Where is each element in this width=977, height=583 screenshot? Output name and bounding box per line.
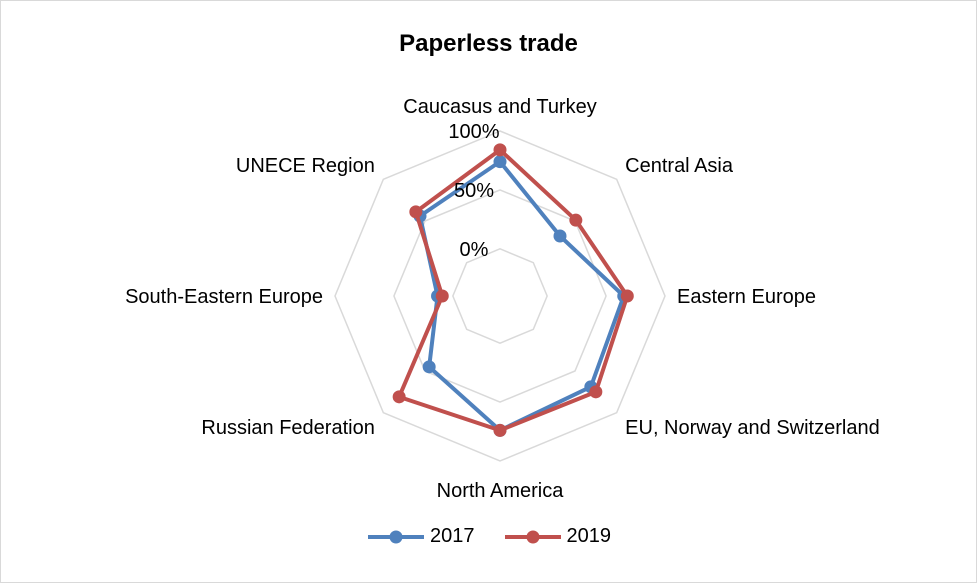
data-point-2019-2	[620, 289, 634, 303]
legend-label-2019: 2019	[566, 525, 612, 547]
tick-label-2: 100%	[448, 121, 499, 143]
data-point-2019-7	[409, 205, 423, 219]
data-point-2019-3	[589, 385, 603, 399]
legend-label-2017: 2017	[430, 525, 475, 547]
data-point-2017-5	[422, 360, 436, 374]
grid-ring-0	[452, 248, 548, 344]
legend-item-2019: 2019	[503, 525, 612, 548]
category-label-7: UNECE Region	[236, 155, 375, 177]
data-point-2017-0	[493, 155, 507, 169]
category-label-5: Russian Federation	[201, 417, 374, 439]
tick-label-1: 50%	[454, 180, 494, 202]
data-point-2019-5	[392, 390, 406, 404]
category-label-6: South-Eastern Europe	[125, 286, 323, 308]
data-point-2019-0	[493, 143, 507, 157]
data-point-2019-4	[493, 423, 507, 437]
data-point-2019-1	[569, 213, 583, 227]
legend-swatch-2019	[504, 530, 561, 543]
data-point-2017-1	[553, 229, 567, 243]
category-label-2: Eastern Europe	[677, 286, 816, 308]
category-label-1: Central Asia	[625, 155, 734, 177]
grid-ring-1	[393, 189, 607, 403]
category-label-3: EU, Norway and Switzerland	[625, 417, 880, 439]
category-label-0: Caucasus and Turkey	[403, 96, 596, 118]
tick-label-0: 0%	[460, 239, 489, 261]
category-label-4: North America	[437, 480, 565, 502]
legend-swatch-2017	[368, 530, 424, 543]
grid-ring-2	[334, 130, 666, 462]
radar-grid	[334, 130, 666, 462]
chart-title: Paperless trade	[399, 30, 578, 57]
radar-labels: 0% 50% 100% Caucasus and Turkey Central Asia…	[125, 96, 880, 502]
legend: 2017 2019	[0, 525, 977, 548]
radar-series	[392, 143, 634, 437]
legend-item-2017: 2017	[366, 525, 475, 548]
data-point-2019-6	[435, 289, 449, 303]
